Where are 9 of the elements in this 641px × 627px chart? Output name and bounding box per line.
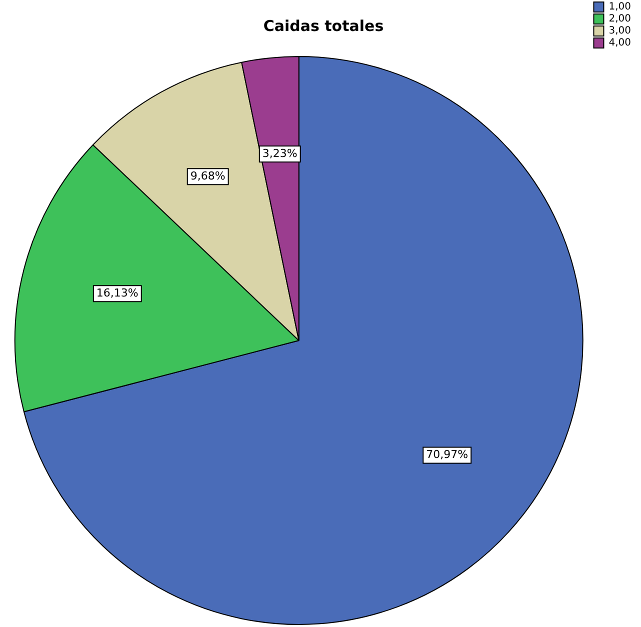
legend-label: 2,00 [608,14,631,25]
text: Caidas totales [263,16,384,35]
legend-label: 1,00 [608,2,631,13]
legend-label: 4,00 [608,38,631,49]
data-label: 9,68% [190,170,226,182]
legend-label: 3,00 [608,26,631,37]
data-label: 3,23% [262,146,298,160]
data-label: 70,97% [426,448,468,462]
data-label: 16,13% [96,286,138,300]
